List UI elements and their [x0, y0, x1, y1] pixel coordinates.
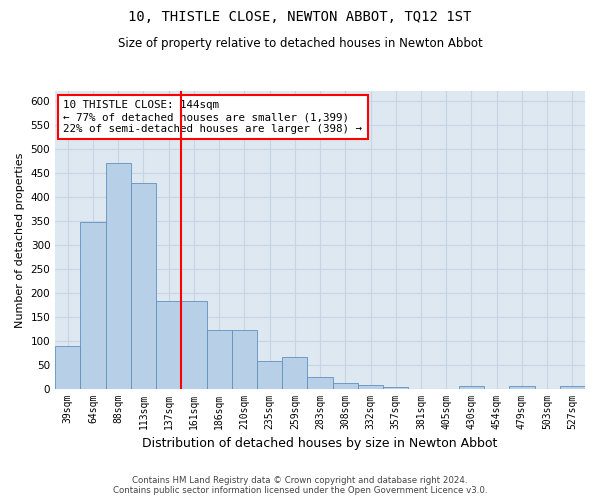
Bar	[307, 376, 332, 388]
Bar	[181, 301, 206, 388]
Bar	[358, 384, 383, 388]
Bar	[509, 386, 535, 388]
Bar	[106, 163, 131, 388]
Bar	[55, 346, 80, 389]
Y-axis label: Number of detached properties: Number of detached properties	[15, 152, 25, 328]
Text: 10 THISTLE CLOSE: 144sqm
← 77% of detached houses are smaller (1,399)
22% of sem: 10 THISTLE CLOSE: 144sqm ← 77% of detach…	[63, 100, 362, 134]
Text: Contains HM Land Registry data © Crown copyright and database right 2024.
Contai: Contains HM Land Registry data © Crown c…	[113, 476, 487, 495]
Bar	[282, 358, 307, 388]
Text: Size of property relative to detached houses in Newton Abbot: Size of property relative to detached ho…	[118, 38, 482, 51]
Bar	[332, 383, 358, 388]
Bar	[232, 330, 257, 388]
X-axis label: Distribution of detached houses by size in Newton Abbot: Distribution of detached houses by size …	[142, 437, 498, 450]
Bar	[156, 301, 181, 388]
Bar	[80, 222, 106, 388]
Bar	[560, 386, 585, 388]
Bar	[131, 182, 156, 388]
Text: 10, THISTLE CLOSE, NEWTON ABBOT, TQ12 1ST: 10, THISTLE CLOSE, NEWTON ABBOT, TQ12 1S…	[128, 10, 472, 24]
Bar	[206, 330, 232, 388]
Bar	[383, 387, 409, 388]
Bar	[257, 361, 282, 388]
Bar	[459, 386, 484, 388]
